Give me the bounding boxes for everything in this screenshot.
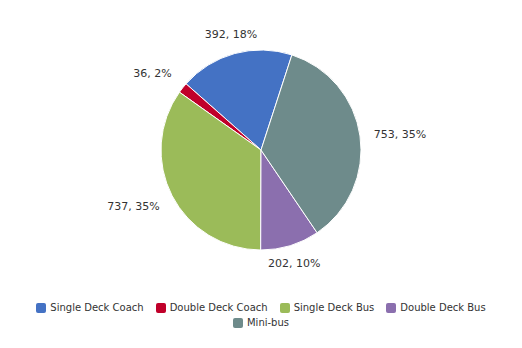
slices [161,50,361,250]
legend: Single Deck Coach Double Deck Coach Single… [0,300,522,330]
legend-item: Mini-bus [233,317,289,328]
legend-label: Double Deck Coach [170,302,268,313]
legend-item: Single Deck Coach [36,302,143,313]
data-label: 36, 2% [133,67,171,80]
legend-label: Single Deck Coach [50,302,143,313]
legend-swatch [36,303,46,313]
data-label: 202, 10% [268,257,320,270]
legend-item: Double Deck Bus [386,302,485,313]
pie-slice [261,55,361,233]
data-label: 737, 35% [107,200,159,213]
legend-label: Single Deck Bus [294,302,375,313]
data-labels: 392, 18% 36, 2% 737, 35% 202, 10% 753, 35% [107,28,426,270]
legend-swatch [280,303,290,313]
legend-swatch [386,303,396,313]
legend-swatch [156,303,166,313]
data-label: 392, 18% [205,28,257,41]
legend-item: Double Deck Coach [156,302,268,313]
pie-chart: 392, 18% 36, 2% 737, 35% 202, 10% 753, 35% [0,0,522,300]
data-label: 753, 35% [374,128,426,141]
chart-container: 392, 18% 36, 2% 737, 35% 202, 10% 753, 35% Si… [0,0,522,348]
legend-label: Double Deck Bus [400,302,485,313]
legend-item: Single Deck Bus [280,302,375,313]
pie-slice [161,92,261,250]
legend-label: Mini-bus [247,317,289,328]
legend-swatch [233,318,243,328]
